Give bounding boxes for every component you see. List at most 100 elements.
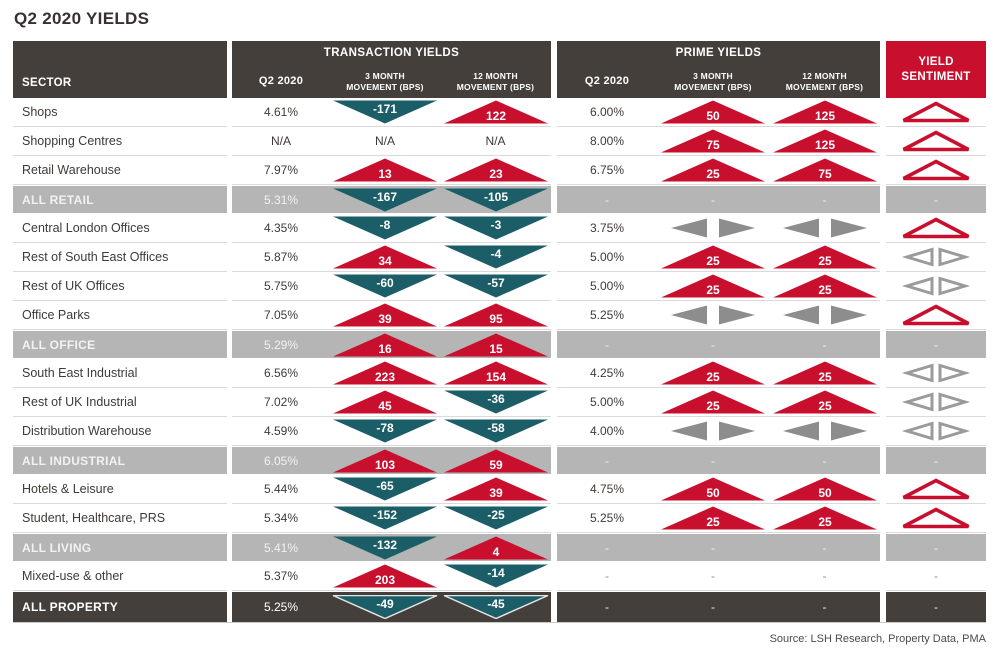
dash-value: - xyxy=(711,192,715,207)
column-gutter xyxy=(880,330,886,359)
table-row: ALL LIVING 5.41% -132 4 - - - - xyxy=(13,533,986,562)
up-arrow-icon: 13 xyxy=(333,158,437,182)
yield-sentiment-cell: - xyxy=(886,185,986,214)
transaction-3m-header: 3 MONTH MOVEMENT (BPS) xyxy=(346,71,424,92)
prime-3m-cell: - xyxy=(657,591,769,622)
prime-q2-cell: 8.00% xyxy=(557,127,657,156)
column-gutter xyxy=(551,359,557,388)
table-bottom-rule xyxy=(13,622,986,623)
transaction-3m-cell: 103 xyxy=(330,446,440,475)
transaction-12m-cell: 4 xyxy=(440,533,551,562)
table-row: Retail Warehouse 7.97% 13 23 6.75% 25 75 xyxy=(13,156,986,185)
table-row: Rest of South East Offices 5.87% 34 -4 5.00%… xyxy=(13,243,986,272)
dash-value: - xyxy=(605,453,609,468)
transaction-12m-cell: -25 xyxy=(440,504,551,533)
prime-12m-header: 12 MONTH MOVEMENT (BPS) xyxy=(785,71,864,92)
dash-value: - xyxy=(711,453,715,468)
dash-value: - xyxy=(822,337,827,352)
table-row: Student, Healthcare, PRS 5.34% -152 -25 5.25… xyxy=(13,504,986,533)
sentiment-steady-icon xyxy=(901,276,971,296)
prime-q2-cell: 6.00% xyxy=(557,98,657,127)
svg-text:13: 13 xyxy=(378,167,392,181)
svg-text:25: 25 xyxy=(706,254,720,268)
svg-text:103: 103 xyxy=(375,458,395,472)
sector-cell: Student, Healthcare, PRS xyxy=(13,504,227,533)
sector-cell: Rest of UK Offices xyxy=(13,272,227,301)
yield-sentiment-cell xyxy=(886,359,986,388)
transaction-3m-cell: 16 xyxy=(330,330,440,359)
column-gutter xyxy=(227,591,232,622)
column-gutter xyxy=(227,533,232,562)
prime-12m-cell xyxy=(769,417,880,446)
page-title: Q2 2020 YIELDS xyxy=(14,9,150,28)
prime-12m-cell: - xyxy=(769,591,880,622)
column-gutter xyxy=(227,185,232,214)
svg-text:-25: -25 xyxy=(487,508,505,522)
transaction-group-title: TRANSACTION YIELDS xyxy=(323,47,460,59)
down-arrow-icon: -45 xyxy=(443,595,548,619)
header-prime-yields: PRIME YIELDS Q2 2020 3 MONTH MOVEMENT (B… xyxy=(557,41,880,98)
svg-text:50: 50 xyxy=(706,109,720,123)
transaction-3m-cell: -49 xyxy=(330,591,440,622)
svg-text:25: 25 xyxy=(706,167,720,181)
down-arrow-icon: -36 xyxy=(443,390,548,414)
up-arrow-icon: 39 xyxy=(333,303,437,327)
down-arrow-icon: -14 xyxy=(443,564,548,588)
sector-cell: Office Parks xyxy=(13,301,227,330)
yield-value: 5.75% xyxy=(263,279,299,293)
steady-arrow-icon xyxy=(671,305,755,325)
yields-table: SECTOR TRANSACTION YIELDS Q2 2020 3 MONT… xyxy=(13,41,986,622)
svg-text:45: 45 xyxy=(378,399,392,413)
dash-value: - xyxy=(605,600,609,614)
yield-value: 5.00% xyxy=(589,279,625,293)
yield-value: 4.35% xyxy=(263,221,299,235)
up-arrow-icon: 50 xyxy=(772,477,877,501)
transaction-q2-cell: 7.05% xyxy=(232,301,330,330)
prime-q2-cell: - xyxy=(557,330,657,359)
column-gutter xyxy=(880,214,886,243)
prime-12m-cell: 125 xyxy=(769,98,880,127)
prime-3m-cell: - xyxy=(657,185,769,214)
sector-cell: Central London Offices xyxy=(13,214,227,243)
up-arrow-icon: 15 xyxy=(443,333,548,356)
column-gutter xyxy=(227,243,232,272)
up-arrow-icon: 45 xyxy=(333,390,437,414)
up-arrow-icon: 103 xyxy=(333,449,437,472)
svg-text:125: 125 xyxy=(814,109,834,123)
transaction-subheaders: Q2 2020 3 MONTH MOVEMENT (BPS) 12 MONTH … xyxy=(232,65,551,98)
dash-value: - xyxy=(822,600,827,614)
prime-subheaders: Q2 2020 3 MONTH MOVEMENT (BPS) 12 MONTH … xyxy=(557,65,880,98)
sentiment-steady-icon xyxy=(901,247,971,267)
prime-q2-cell: 3.75% xyxy=(557,214,657,243)
prime-q2-cell: - xyxy=(557,562,657,591)
prime-3m-cell: 25 xyxy=(657,359,769,388)
yield-value: 5.25% xyxy=(263,600,299,614)
svg-text:-3: -3 xyxy=(490,218,501,232)
yield-value: 6.75% xyxy=(589,163,625,177)
down-arrow-icon: -105 xyxy=(443,188,548,211)
column-gutter xyxy=(551,446,557,475)
column-gutter xyxy=(227,359,232,388)
transaction-3m-cell: -65 xyxy=(330,475,440,504)
column-gutter xyxy=(227,156,232,185)
column-gutter xyxy=(880,301,886,330)
prime-3m-cell: 25 xyxy=(657,243,769,272)
column-gutter xyxy=(551,98,557,127)
prime-3m-cell: 75 xyxy=(657,127,769,156)
svg-text:75: 75 xyxy=(818,167,832,181)
table-row: ALL OFFICE 5.29% 16 15 - - - - xyxy=(13,330,986,359)
column-gutter xyxy=(551,591,557,622)
up-arrow-icon: 25 xyxy=(661,390,765,414)
transaction-12m-cell: 122 xyxy=(440,98,551,127)
svg-text:-14: -14 xyxy=(487,566,505,580)
up-arrow-icon: 25 xyxy=(661,274,765,298)
up-arrow-icon: 23 xyxy=(443,158,548,182)
yield-value: 8.00% xyxy=(589,134,625,148)
prime-12m-cell: - xyxy=(769,446,880,475)
svg-text:125: 125 xyxy=(814,138,834,152)
table-row: Rest of UK Industrial 7.02% 45 -36 5.00% 25 25 xyxy=(13,388,986,417)
prime-q2-cell: 5.00% xyxy=(557,243,657,272)
table-row: Shops 4.61% -171 122 6.00% 50 125 xyxy=(13,98,986,127)
svg-text:-171: -171 xyxy=(373,102,397,116)
yield-value: 7.05% xyxy=(263,308,299,322)
